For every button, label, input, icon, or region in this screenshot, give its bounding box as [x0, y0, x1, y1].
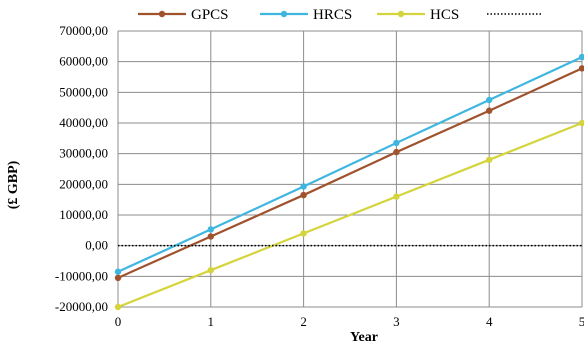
legend-label: HRCS — [313, 7, 352, 23]
legend-marker — [397, 10, 405, 18]
y-axis-label: (£ GBP) — [6, 160, 21, 209]
data-point-hrcs — [486, 96, 493, 104]
y-tick-label: 10000,00 — [59, 207, 108, 222]
data-point-gpcs — [300, 191, 307, 199]
data-point-hrcs — [207, 226, 214, 233]
x-tick-label: 2 — [300, 314, 307, 329]
data-point-hcs — [114, 303, 122, 311]
data-point-hrcs — [393, 139, 400, 147]
data-point-hcs — [578, 119, 584, 127]
data-point-gpcs — [578, 65, 584, 72]
data-point-gpcs — [207, 233, 214, 240]
data-point-gpcs — [393, 148, 400, 156]
grid — [117, 30, 583, 308]
data-point-hcs — [486, 156, 493, 163]
legend-label: GPCS — [191, 7, 229, 23]
x-tick-label: 3 — [393, 314, 400, 329]
y-tick-label: 0,00 — [85, 238, 108, 253]
y-tick-label: 50000,00 — [59, 84, 108, 99]
y-tick-label: -20000,00 — [55, 299, 108, 314]
series-line-hcs — [117, 121, 583, 309]
data-point-hcs — [207, 267, 214, 274]
y-tick-label: 40000,00 — [59, 115, 108, 130]
legend-label: HCS — [430, 7, 459, 23]
data-point-hrcs — [114, 268, 122, 275]
y-axis-ticks: -20000,00 -10000,00 0,00 10000,00 20000,00 30… — [55, 23, 108, 314]
series-group — [114, 53, 584, 311]
y-tick-label: 20000,00 — [59, 176, 108, 191]
series-line-gpcs — [117, 67, 583, 279]
x-tick-label: 4 — [486, 314, 493, 329]
y-tick-label: 60000,00 — [59, 54, 108, 69]
x-axis-ticks: 0 1 2 3 4 5 — [115, 314, 584, 329]
data-point-gpcs — [114, 274, 122, 282]
x-tick-label: 1 — [208, 314, 215, 329]
data-point-gpcs — [486, 107, 493, 114]
y-tick-label: -10000,00 — [55, 268, 108, 283]
data-point-hcs — [393, 193, 400, 200]
x-axis-label: Year — [350, 330, 378, 345]
x-tick-label: 0 — [115, 314, 122, 329]
series-line-hrcs — [117, 56, 583, 273]
x-tick-label: 5 — [579, 314, 584, 329]
y-tick-label: 30000,00 — [59, 146, 108, 161]
data-point-hrcs — [300, 183, 307, 190]
data-point-hcs — [300, 230, 307, 237]
y-tick-label: 70000,00 — [59, 23, 108, 38]
legend-marker — [280, 10, 288, 18]
data-point-hrcs — [578, 53, 584, 61]
legend: GPCS HRCS HCS — [138, 7, 542, 23]
legend-marker — [158, 10, 166, 18]
